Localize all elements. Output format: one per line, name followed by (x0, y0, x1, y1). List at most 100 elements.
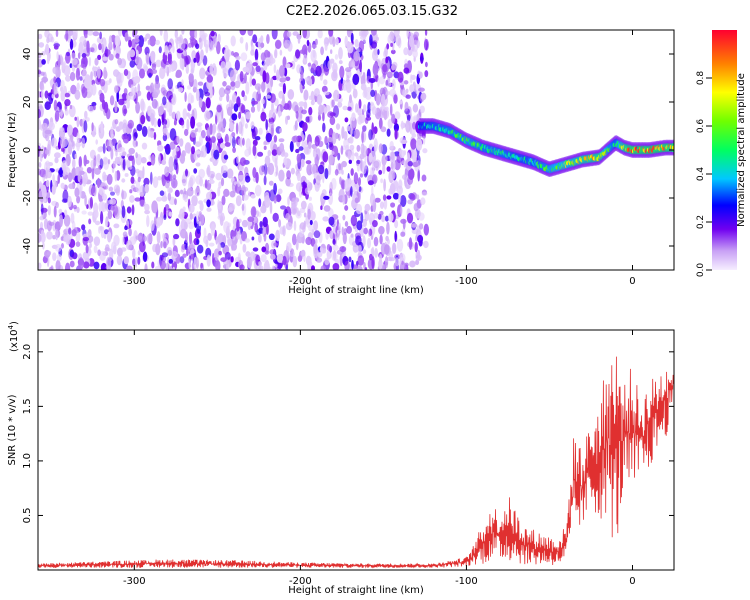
noise-blob (361, 130, 364, 144)
noise-blob (139, 199, 146, 208)
noise-blob (54, 89, 58, 95)
noise-blob (344, 35, 348, 47)
noise-blob (254, 184, 262, 197)
noise-blob (216, 104, 222, 113)
noise-blob (282, 93, 285, 107)
noise-blob (184, 142, 192, 154)
noise-blob (297, 255, 303, 262)
noise-blob (123, 256, 129, 265)
noise-blob (219, 215, 224, 226)
noise-blob (275, 229, 280, 242)
noise-blob (215, 114, 218, 125)
noise-blob (356, 159, 361, 165)
noise-blob (134, 86, 137, 93)
noise-blob (368, 78, 376, 83)
noise-blob (188, 231, 193, 245)
noise-blob (163, 152, 167, 162)
noise-blob (206, 199, 211, 208)
noise-blob (132, 248, 136, 259)
noise-blob (392, 40, 395, 51)
noise-blob (390, 161, 394, 170)
noise-blob (360, 83, 367, 91)
noise-blob (108, 35, 113, 48)
noise-blob (242, 137, 245, 146)
snr-y-label: SNR (10 * v/v) (7, 394, 18, 465)
noise-blob (86, 204, 89, 210)
noise-blob (126, 99, 130, 109)
noise-blob (279, 142, 285, 153)
noise-blob (81, 224, 86, 231)
noise-blob (344, 260, 350, 270)
noise-blob (391, 78, 396, 90)
noise-blob (283, 103, 290, 110)
noise-blob (46, 169, 52, 179)
snr-panel: -300 -200 -100 0 0.5 1.0 1.5 2.0 Height of str… (7, 321, 675, 596)
noise-blob (265, 94, 271, 99)
noise-blob (204, 91, 211, 97)
noise-blob (150, 82, 155, 94)
noise-blob (245, 81, 250, 95)
noise-blob (389, 89, 397, 97)
noise-blob (112, 160, 117, 169)
noise-blob (331, 131, 337, 145)
noise-blob (135, 101, 141, 114)
noise-blob (156, 231, 161, 244)
noise-blob (38, 262, 42, 270)
noise-blob (239, 71, 244, 82)
colorbar-label: Normalized spectral amplitude (736, 73, 747, 227)
noise-blob (379, 201, 385, 209)
noise-blob (267, 162, 275, 175)
noise-blob (151, 69, 158, 74)
noise-blob (220, 142, 226, 149)
noise-blob (44, 90, 49, 99)
noise-blob (185, 55, 191, 65)
noise-blob (398, 149, 405, 159)
noise-blob (254, 48, 259, 62)
noise-blob (289, 251, 295, 257)
noise-blob (250, 121, 255, 130)
noise-blob (398, 179, 403, 190)
noise-blob (400, 218, 407, 224)
noise-blob (359, 173, 364, 178)
noise-blob (379, 234, 383, 245)
noise-blob (55, 259, 61, 270)
noise-blob (308, 141, 312, 149)
noise-blob (118, 121, 124, 130)
noise-blob (379, 76, 385, 85)
noise-blob (313, 230, 321, 239)
noise-blob (265, 119, 269, 131)
noise-blob (43, 218, 49, 230)
noise-blob (344, 179, 351, 192)
noise-blob (184, 244, 188, 250)
noise-blob (143, 65, 149, 72)
noise-blob (111, 133, 115, 139)
noise-blob (213, 35, 218, 48)
noise-blob (117, 57, 122, 66)
noise-blob (231, 136, 236, 148)
noise-blob (250, 49, 255, 56)
noise-blob (74, 116, 77, 121)
snr-x-label: Height of straight line (km) (288, 585, 424, 596)
noise-blob (164, 178, 170, 189)
colorbar-tick-label: 0.4 (696, 167, 706, 182)
noise-blob (99, 78, 106, 87)
noise-blob (78, 257, 84, 270)
noise-blob (184, 91, 187, 103)
noise-blob (311, 265, 315, 270)
noise-blob (333, 89, 340, 102)
noise-blob (300, 200, 307, 210)
noise-blob (301, 44, 308, 56)
noise-blob (189, 212, 193, 220)
noise-blob (181, 178, 186, 184)
noise-blob (228, 99, 233, 108)
snr-scale-suffix: ) (9, 321, 20, 325)
noise-blob (107, 210, 113, 220)
noise-blob (338, 163, 341, 171)
snr-scale-factor: (x104) (7, 321, 20, 352)
noise-blob (146, 215, 150, 228)
noise-blob (162, 133, 168, 142)
noise-blob (282, 83, 286, 95)
noise-blob (304, 77, 309, 82)
noise-blob (303, 212, 307, 218)
noise-blob (403, 47, 409, 56)
